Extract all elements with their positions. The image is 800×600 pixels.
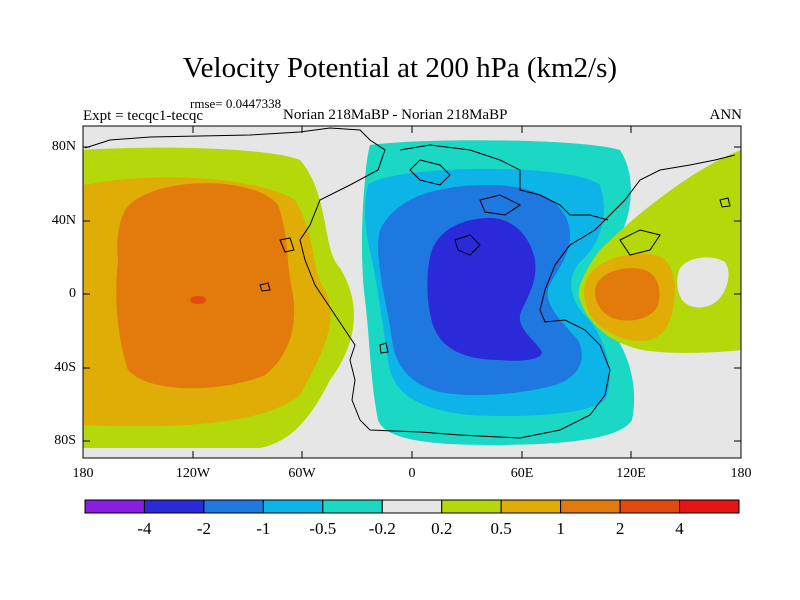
colorbar-box	[619, 499, 681, 514]
contour-neg-2	[427, 218, 542, 361]
rmse-label: rmse= 0.0447338	[190, 96, 282, 111]
colorbar-box	[500, 499, 562, 514]
colorbar-box	[381, 499, 443, 514]
colorbar-label: -4	[137, 519, 152, 538]
colorbar-box	[679, 499, 740, 514]
map-frame	[82, 125, 742, 459]
colorbar-box	[84, 499, 145, 514]
contour-field	[83, 126, 741, 458]
contour-pos-2-west	[190, 296, 206, 304]
colorbar-label: -0.5	[309, 519, 337, 538]
season-label: ANN	[709, 107, 743, 123]
colorbar-label: 1	[556, 519, 565, 538]
colorbar-label: 2	[615, 519, 625, 538]
lat-label-40s: 40S	[54, 360, 76, 375]
lon-label-60w: 60W	[288, 466, 316, 481]
colorbar-label: -1	[256, 519, 271, 538]
case-label: Norian 218MaBP - Norian 218MaBP	[283, 107, 508, 123]
plot-title: Velocity Potential at 200 hPa (km2/s)	[182, 52, 618, 84]
colorbar-box	[262, 499, 324, 514]
colorbar-box	[441, 499, 502, 514]
contour-pos-1-east	[594, 268, 660, 321]
lat-label-0: 0	[69, 286, 76, 301]
contour-neg-0.2-east	[677, 257, 729, 308]
lat-label-80n: 80N	[51, 139, 76, 154]
colorbar	[84, 499, 740, 514]
colorbar-label: 0.2	[431, 519, 453, 538]
colorbar-label: -2	[196, 519, 211, 538]
experiment-label: Expt = tecqc1-tecqc	[83, 108, 204, 124]
lat-label-80s: 80S	[54, 433, 76, 448]
lon-label-0: 0	[408, 466, 416, 481]
lon-label-180e: 180	[730, 466, 752, 481]
coastline	[84, 127, 736, 439]
lon-label-180w: 180	[72, 466, 94, 481]
colorbar-box	[560, 499, 621, 514]
colorbar-label: 0.5	[490, 519, 512, 538]
colorbar-box	[143, 499, 205, 514]
contour-pos-1-west	[116, 183, 295, 389]
lon-label-60e: 60E	[510, 466, 534, 481]
colorbar-label: 4	[675, 519, 684, 538]
lon-label-120w: 120W	[175, 466, 211, 481]
lat-label-40n: 40N	[51, 213, 76, 228]
colorbar-box	[322, 499, 383, 514]
lon-label-120e: 120E	[616, 466, 646, 481]
colorbar-label: -0.2	[368, 519, 396, 538]
colorbar-box	[203, 499, 264, 514]
